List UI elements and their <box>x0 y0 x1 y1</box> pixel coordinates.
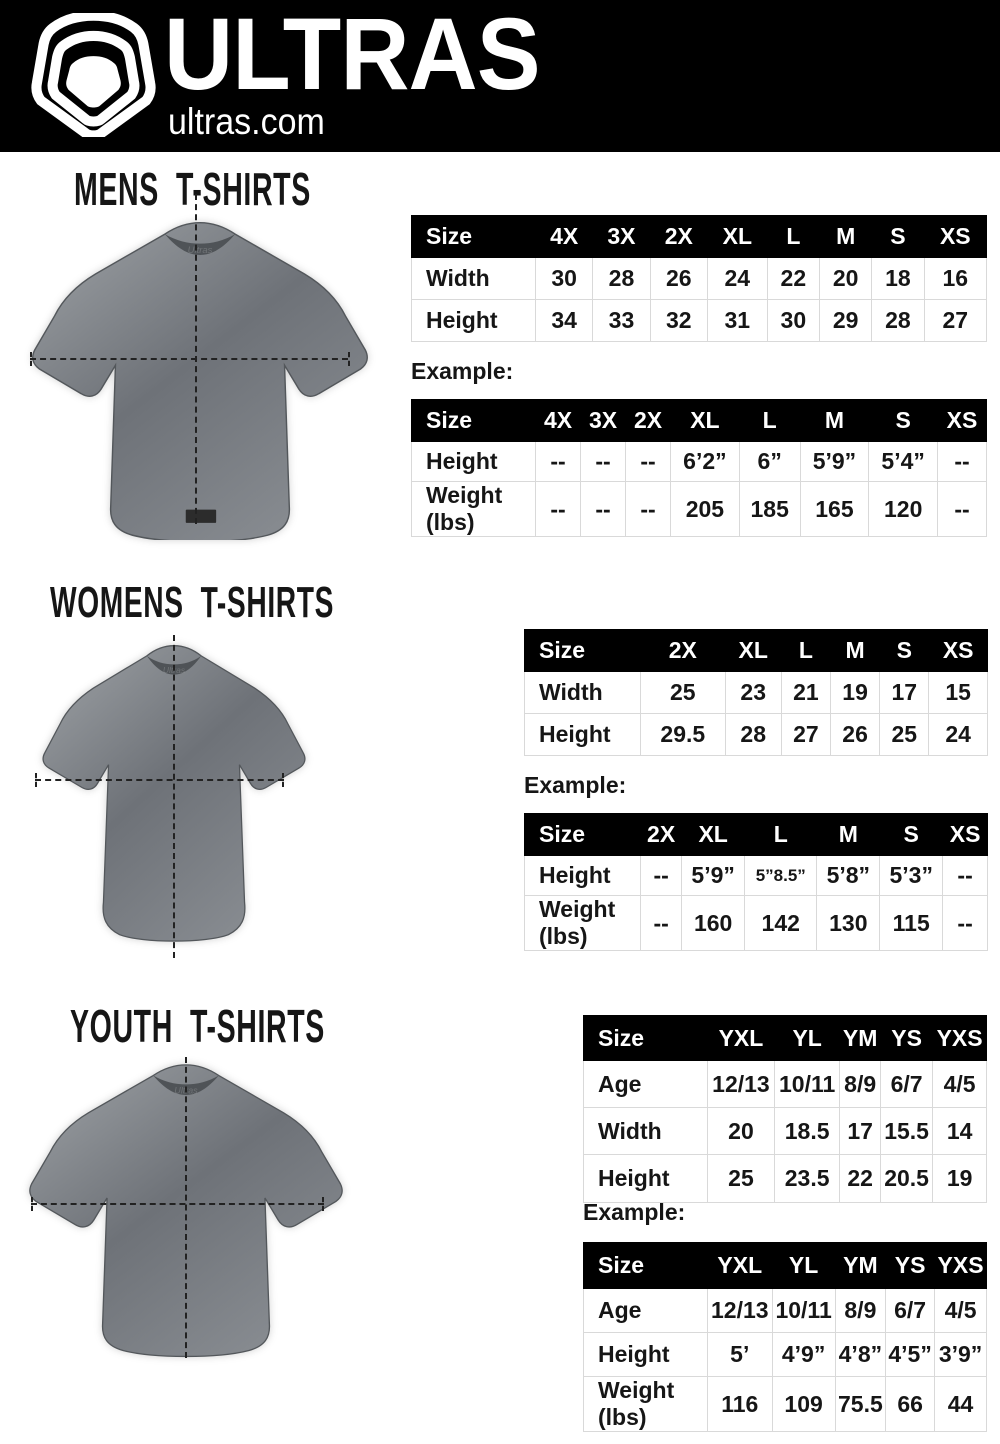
svg-text:Ultras: Ultras <box>188 245 213 256</box>
